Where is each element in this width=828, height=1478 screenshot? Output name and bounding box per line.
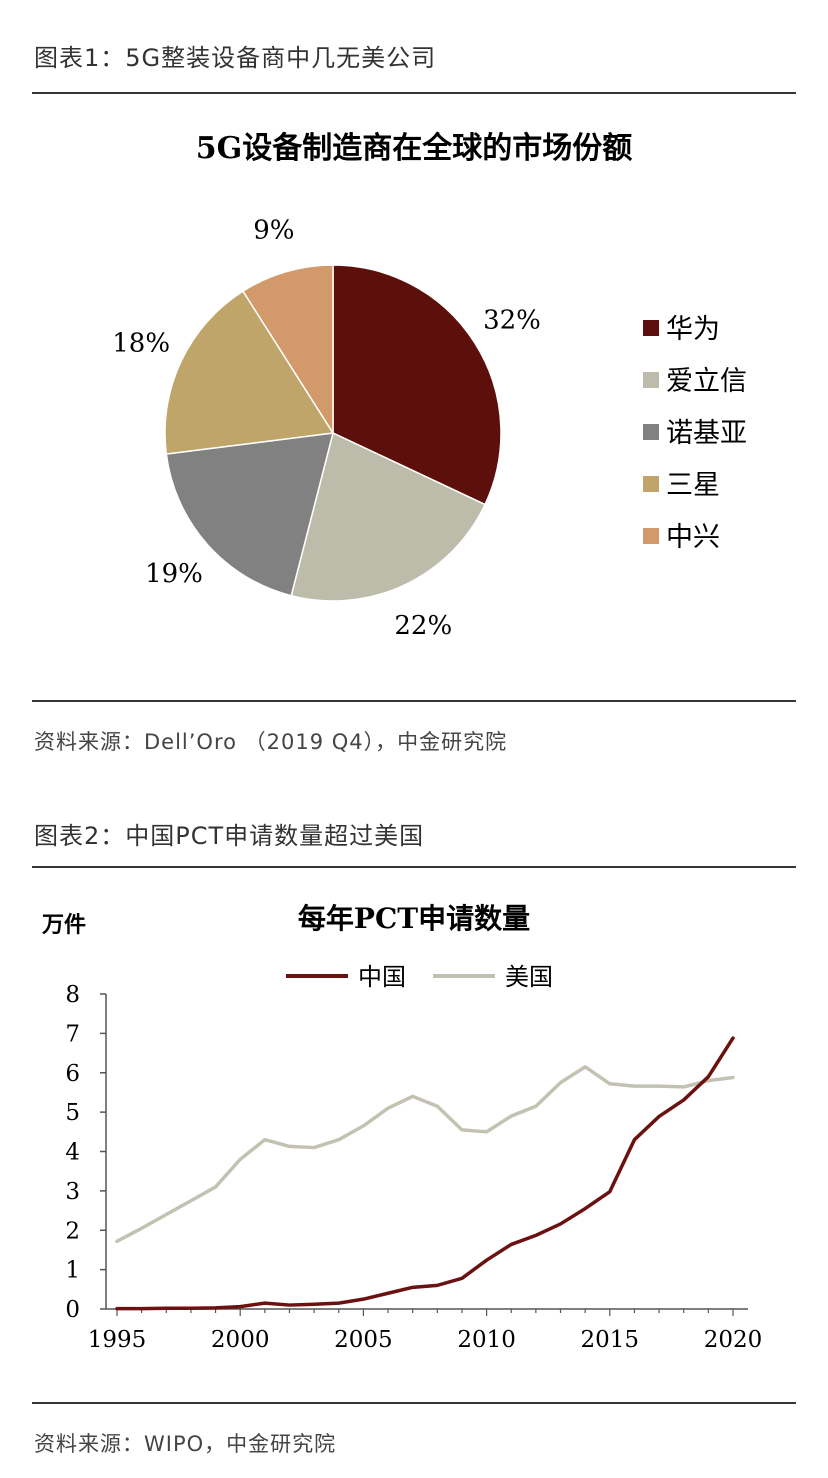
line-legend-label-0: 中国 <box>358 963 406 991</box>
line-ylabel: 万件 <box>41 913 86 938</box>
line-series <box>115 1036 735 1311</box>
y-tick-label-2: 2 <box>65 1218 80 1244</box>
figure1-bottom-rule <box>32 700 796 702</box>
pie-legend-label-3: 三星 <box>666 470 720 501</box>
pie-legend-swatch-0 <box>643 320 659 336</box>
line-chart: 万件 每年PCT申请数量 中国 美国 0 1 2 3 4 5 6 7 8 1995 2000 2005 2… <box>41 902 762 1353</box>
pie-slice-1 <box>290 431 487 602</box>
pie-legend-swatch-3 <box>643 476 659 492</box>
y-tick-label-7: 7 <box>65 1021 80 1047</box>
y-tick-label-1: 1 <box>65 1258 80 1284</box>
pie-slice-2 <box>165 432 335 597</box>
line-series-0 <box>115 1036 735 1311</box>
figure1-source: 资料来源：Dell’Oro （2019 Q4），中金研究院 <box>34 730 508 754</box>
x-tick-label-3: 2010 <box>457 1327 516 1353</box>
pie-legend-label-0: 华为 <box>666 314 720 345</box>
line-series-1 <box>115 1065 735 1244</box>
pie-legend-swatch-2 <box>643 424 659 440</box>
pie-value-label-4: 9% <box>253 215 294 245</box>
pie-legend-swatch-1 <box>643 372 659 388</box>
y-tick-label-6: 6 <box>65 1061 80 1087</box>
pie-chart: 5G设备制造商在全球的市场份额 32% 22% 19% 18% 9% 华为爱立信诺基亚三… <box>112 131 747 641</box>
line-title: 每年PCT申请数量 <box>298 902 530 935</box>
x-tick-label-2: 2005 <box>334 1327 393 1353</box>
figure2-source: 资料来源：WIPO，中金研究院 <box>34 1432 337 1456</box>
pie-legend-label-1: 爱立信 <box>666 366 747 397</box>
pie-value-label-3: 18% <box>112 329 170 359</box>
pie-slice-0 <box>332 264 502 506</box>
line-legend-label-1: 美国 <box>505 963 553 991</box>
figure2-bottom-rule <box>32 1402 796 1404</box>
pie-legend-label-2: 诺基亚 <box>666 418 747 449</box>
x-tick-label-4: 2015 <box>581 1327 640 1353</box>
pie-value-label-0: 32% <box>483 305 541 335</box>
figure1-top-rule <box>32 92 796 94</box>
pie-value-label-2: 19% <box>145 559 203 589</box>
line-axes: 0 1 2 3 4 5 6 7 8 1995 2000 2005 2010 2015 2020 <box>65 982 762 1353</box>
pie-title: 5G设备制造商在全球的市场份额 <box>196 131 633 166</box>
y-tick-label-8: 8 <box>65 982 80 1008</box>
x-tick-label-0: 1995 <box>88 1327 147 1353</box>
x-tick-label-1: 2000 <box>211 1327 270 1353</box>
y-tick-label-5: 5 <box>65 1100 80 1126</box>
figure2-caption: 图表2：中国PCT申请数量超过美国 <box>34 822 425 850</box>
y-tick-label-3: 3 <box>65 1179 80 1205</box>
pie-slice-4 <box>241 264 334 436</box>
line-legend: 中国 美国 <box>286 963 553 991</box>
pie-value-labels: 32% 22% 19% 18% 9% <box>112 215 541 640</box>
pie-slice-3 <box>164 290 335 455</box>
figure1-caption: 图表1：5G整装设备商中几无美公司 <box>34 44 437 72</box>
x-tick-label-5: 2020 <box>704 1327 763 1353</box>
pie-slices <box>164 264 502 602</box>
y-tick-label-0: 0 <box>65 1297 80 1323</box>
pie-legend-label-4: 中兴 <box>666 522 720 553</box>
pie-value-label-1: 22% <box>394 611 452 641</box>
pie-legend-swatch-4 <box>643 528 659 544</box>
y-tick-label-4: 4 <box>65 1140 80 1166</box>
figure2-top-rule <box>32 866 796 868</box>
